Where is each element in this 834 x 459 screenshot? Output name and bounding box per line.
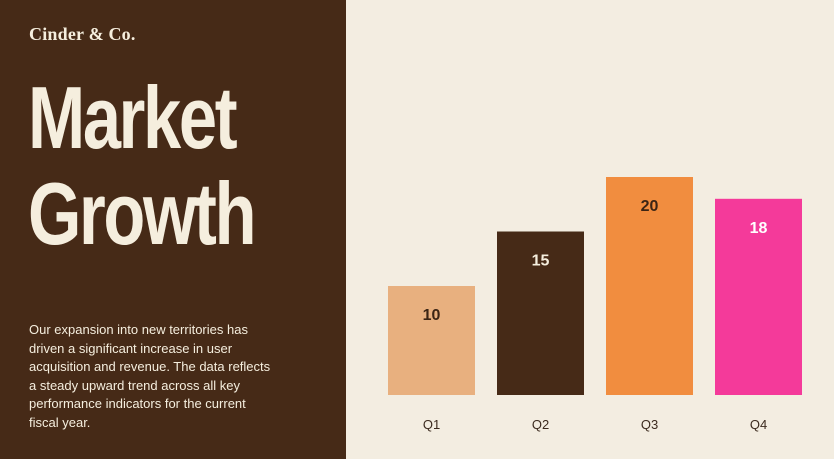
category-label-q2: Q2 bbox=[532, 417, 549, 432]
value-label-q4: 18 bbox=[750, 220, 768, 237]
value-label-q3: 20 bbox=[641, 198, 659, 215]
category-label-q3: Q3 bbox=[641, 417, 658, 432]
bar-q3 bbox=[606, 177, 693, 395]
title-line-1: Market bbox=[28, 68, 238, 167]
title-line-2: Growth bbox=[28, 164, 257, 263]
bar-q4 bbox=[715, 198, 802, 395]
description: Our expansion into new territories has d… bbox=[29, 322, 271, 430]
category-label-q1: Q1 bbox=[423, 417, 440, 432]
category-label-q4: Q4 bbox=[750, 417, 767, 432]
bar-chart: 10 Q1 15 Q2 20 Q3 18 Q4 bbox=[388, 177, 802, 432]
bar-q2 bbox=[497, 231, 584, 395]
page-title: Market Growth bbox=[28, 68, 257, 263]
value-label-q1: 10 bbox=[423, 307, 441, 324]
brand-name: Cinder & Co. bbox=[29, 24, 136, 44]
bar-q1 bbox=[388, 286, 475, 395]
chart-panel: 10 Q1 15 Q2 20 Q3 18 Q4 bbox=[346, 0, 834, 459]
left-panel: Cinder & Co. Market Growth Our expansion… bbox=[0, 0, 346, 459]
value-label-q2: 15 bbox=[532, 253, 550, 270]
